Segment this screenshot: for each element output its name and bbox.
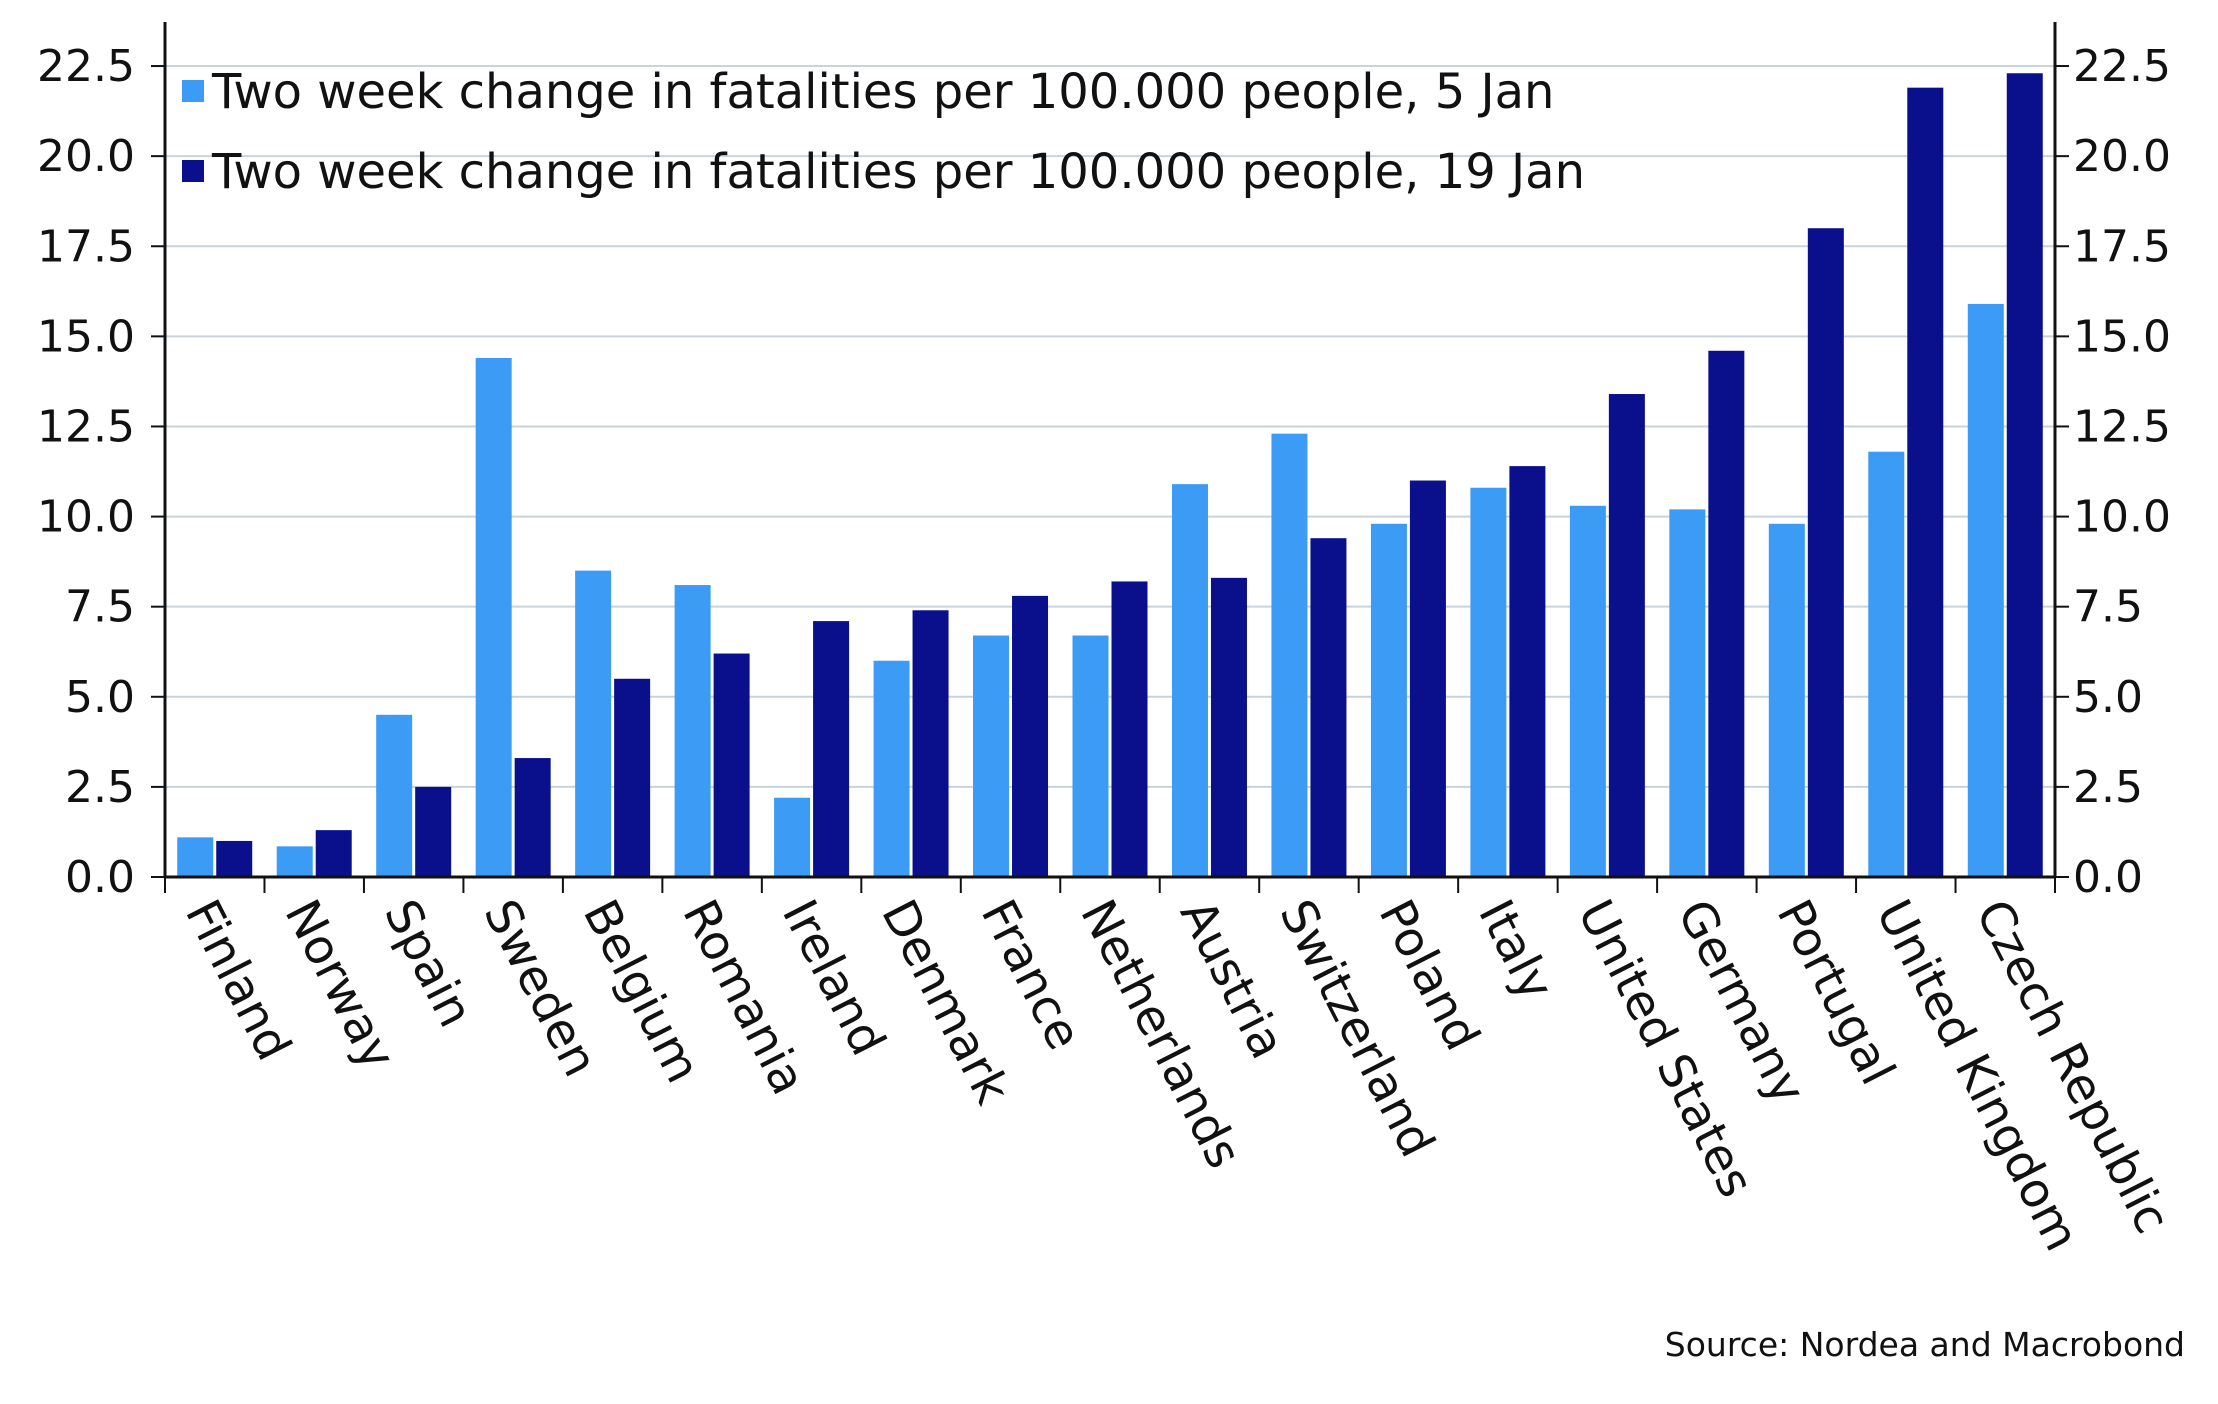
bar-19-jan: [813, 621, 850, 877]
axes: 0.0 0.0 2.5 2.5 5.0 5.0 7.5 7.5 10.0 10.0 12.5 12.5…: [37, 22, 2180, 1260]
bar-5-jan: [1569, 505, 1606, 877]
y-tick-label-left: 0.0: [65, 852, 135, 903]
bar-19-jan: [1210, 577, 1247, 877]
bar-5-jan: [1370, 523, 1407, 877]
legend-swatch: [182, 80, 204, 102]
bar-19-jan: [2006, 73, 2043, 878]
y-tick-label-left: 20.0: [37, 131, 135, 182]
bar-5-jan: [674, 585, 711, 877]
legend-swatch: [182, 160, 204, 182]
y-tick-label-left: 7.5: [65, 582, 135, 633]
bar-19-jan: [912, 610, 949, 877]
bar-5-jan: [1271, 433, 1308, 877]
source-note: Source: Nordea and Macrobond: [1665, 1325, 2185, 1364]
y-tick-label-right: 20.0: [2073, 131, 2171, 182]
x-tick-label: Italy: [1467, 891, 1564, 1009]
bar-19-jan: [1608, 394, 1645, 877]
bar-19-jan: [1409, 480, 1446, 877]
bar-5-jan: [376, 714, 413, 877]
bar-5-jan: [575, 570, 612, 877]
bar-5-jan: [1868, 451, 1905, 877]
legend-label: Two week change in fatalities per 100.00…: [211, 64, 1554, 120]
bar-19-jan: [1111, 581, 1148, 877]
bar-5-jan: [1669, 509, 1706, 877]
bar-5-jan: [475, 357, 512, 877]
bar-19-jan: [1907, 87, 1944, 877]
y-tick-label-right: 0.0: [2073, 852, 2143, 903]
bar-5-jan: [1470, 487, 1507, 877]
bar-5-jan: [276, 846, 313, 877]
y-tick-label-left: 17.5: [37, 221, 135, 272]
y-tick-label-left: 10.0: [37, 492, 135, 543]
bar-19-jan: [514, 758, 551, 877]
y-tick-label-right: 12.5: [2073, 401, 2171, 452]
bar-19-jan: [415, 786, 452, 877]
bar-19-jan: [1012, 595, 1049, 877]
bar-5-jan: [873, 660, 910, 877]
y-tick-label-left: 2.5: [65, 762, 135, 813]
bar-5-jan: [1072, 635, 1109, 877]
bar-5-jan: [973, 635, 1010, 877]
y-tick-label-left: 15.0: [37, 311, 135, 362]
bar-19-jan: [1310, 538, 1347, 877]
legend: Two week change in fatalities per 100.00…: [182, 64, 1585, 200]
bar-5-jan: [177, 837, 214, 877]
bar-19-jan: [1509, 466, 1546, 877]
legend-label: Two week change in fatalities per 100.00…: [211, 144, 1585, 200]
y-tick-label-right: 7.5: [2073, 582, 2143, 633]
y-tick-label-right: 10.0: [2073, 492, 2171, 543]
y-tick-label-left: 12.5: [37, 401, 135, 452]
bars: [177, 73, 2043, 878]
bar-19-jan: [713, 653, 750, 877]
y-tick-label-right: 15.0: [2073, 311, 2171, 362]
y-tick-label-right: 22.5: [2073, 41, 2171, 92]
y-tick-label-left: 22.5: [37, 41, 135, 92]
bar-19-jan: [1708, 350, 1745, 878]
bar-5-jan: [774, 797, 811, 877]
bar-5-jan: [1768, 523, 1805, 877]
bar-5-jan: [1171, 484, 1208, 877]
x-tick-label: Spain: [373, 891, 484, 1036]
bar-19-jan: [315, 830, 352, 877]
bar-19-jan: [216, 840, 253, 877]
bar-19-jan: [1807, 228, 1844, 878]
y-tick-label-right: 17.5: [2073, 221, 2171, 272]
y-tick-label-right: 2.5: [2073, 762, 2143, 813]
y-tick-label-right: 5.0: [2073, 672, 2143, 723]
y-tick-label-left: 5.0: [65, 672, 135, 723]
bar-19-jan: [614, 678, 651, 877]
bar-5-jan: [1967, 303, 2004, 877]
